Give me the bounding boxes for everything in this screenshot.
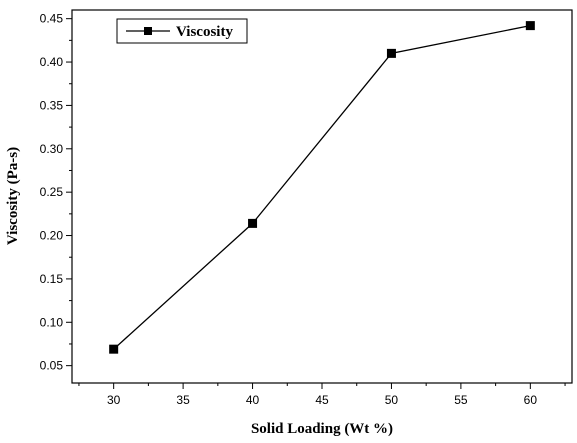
y-tick-label: 0.40 bbox=[40, 55, 64, 69]
data-point-marker bbox=[525, 21, 535, 31]
series-markers bbox=[109, 21, 535, 354]
legend-label: Viscosity bbox=[176, 24, 233, 40]
x-tick-label: 45 bbox=[315, 393, 329, 407]
y-axis-ticks: 0.05 0.10 0.15 0.20 0.25 0.30 0.35 0.40 0.45 bbox=[40, 12, 72, 373]
y-tick-label: 0.35 bbox=[40, 98, 64, 112]
data-point-marker bbox=[109, 344, 119, 354]
x-tick-label: 40 bbox=[246, 393, 260, 407]
x-axis-title: Solid Loading (Wt %) bbox=[251, 421, 393, 437]
x-tick-label: 30 bbox=[107, 393, 121, 407]
y-tick-label: 0.30 bbox=[40, 142, 64, 156]
x-tick-label: 55 bbox=[454, 393, 468, 407]
x-axis-ticks: 30 35 40 45 50 55 60 bbox=[78, 383, 566, 407]
legend-marker-square bbox=[144, 27, 152, 35]
series-line-viscosity bbox=[113, 24, 531, 350]
x-tick-label: 60 bbox=[524, 393, 538, 407]
data-point-marker bbox=[248, 218, 258, 228]
legend: Viscosity bbox=[116, 18, 248, 44]
y-axis-title: Viscosity (Pa-s) bbox=[5, 147, 21, 245]
x-tick-label: 50 bbox=[385, 393, 399, 407]
y-tick-label: 0.05 bbox=[40, 359, 64, 373]
y-tick-label: 0.20 bbox=[40, 229, 64, 243]
data-point-marker bbox=[386, 48, 396, 58]
y-tick-label: 0.45 bbox=[40, 12, 64, 26]
y-tick-label: 0.25 bbox=[40, 185, 64, 199]
x-tick-label: 35 bbox=[176, 393, 190, 407]
y-tick-label: 0.10 bbox=[40, 315, 64, 329]
plot-frame bbox=[71, 9, 573, 384]
y-tick-label: 0.15 bbox=[40, 272, 64, 286]
